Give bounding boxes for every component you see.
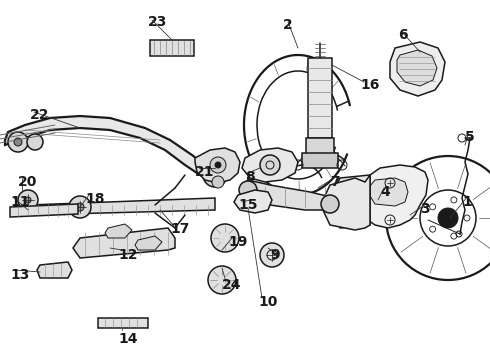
Circle shape: [211, 224, 239, 252]
Circle shape: [321, 195, 339, 213]
Circle shape: [203, 163, 227, 187]
Text: 22: 22: [30, 108, 49, 122]
Polygon shape: [333, 175, 370, 228]
Text: 3: 3: [420, 202, 430, 216]
Text: 24: 24: [222, 278, 242, 292]
Text: 11: 11: [10, 195, 29, 209]
Polygon shape: [10, 204, 78, 217]
Text: 19: 19: [228, 235, 247, 249]
Circle shape: [76, 203, 84, 211]
Circle shape: [239, 181, 257, 199]
Circle shape: [69, 196, 91, 218]
Polygon shape: [306, 138, 334, 158]
Polygon shape: [360, 165, 428, 228]
Text: 9: 9: [270, 248, 280, 262]
Polygon shape: [242, 148, 298, 182]
Text: 12: 12: [118, 248, 138, 262]
Circle shape: [260, 243, 284, 267]
Circle shape: [210, 157, 226, 173]
Text: 14: 14: [118, 332, 138, 346]
Polygon shape: [370, 178, 408, 206]
Polygon shape: [240, 180, 335, 210]
Text: 2: 2: [283, 18, 293, 32]
Polygon shape: [37, 262, 72, 278]
Polygon shape: [308, 58, 332, 138]
Text: 4: 4: [380, 185, 390, 199]
Text: 7: 7: [330, 175, 340, 189]
Polygon shape: [322, 175, 370, 230]
Polygon shape: [397, 50, 437, 86]
Circle shape: [14, 138, 22, 146]
Polygon shape: [390, 42, 445, 96]
Polygon shape: [302, 153, 338, 168]
Polygon shape: [98, 318, 148, 328]
Text: 16: 16: [360, 78, 379, 92]
Polygon shape: [150, 40, 194, 56]
Polygon shape: [28, 198, 215, 215]
Text: 1: 1: [462, 195, 472, 209]
Text: 8: 8: [245, 170, 255, 184]
Circle shape: [208, 266, 236, 294]
Polygon shape: [73, 228, 175, 258]
Text: 17: 17: [170, 222, 189, 236]
Circle shape: [260, 155, 280, 175]
Circle shape: [8, 132, 28, 152]
Circle shape: [215, 162, 221, 168]
Text: 6: 6: [398, 28, 408, 42]
Polygon shape: [5, 116, 215, 178]
Circle shape: [438, 208, 458, 228]
Polygon shape: [135, 236, 162, 250]
Text: 5: 5: [465, 130, 475, 144]
Circle shape: [212, 176, 224, 188]
Circle shape: [18, 190, 38, 210]
Polygon shape: [234, 190, 272, 213]
Circle shape: [25, 197, 31, 203]
Text: 10: 10: [258, 295, 277, 309]
Text: 21: 21: [195, 165, 215, 179]
Circle shape: [27, 134, 43, 150]
Text: 23: 23: [148, 15, 168, 29]
Text: 13: 13: [10, 268, 29, 282]
Polygon shape: [195, 148, 240, 183]
Text: 20: 20: [18, 175, 37, 189]
Text: 15: 15: [238, 198, 258, 212]
Polygon shape: [105, 224, 132, 238]
Circle shape: [210, 170, 220, 180]
Text: 18: 18: [85, 192, 104, 206]
